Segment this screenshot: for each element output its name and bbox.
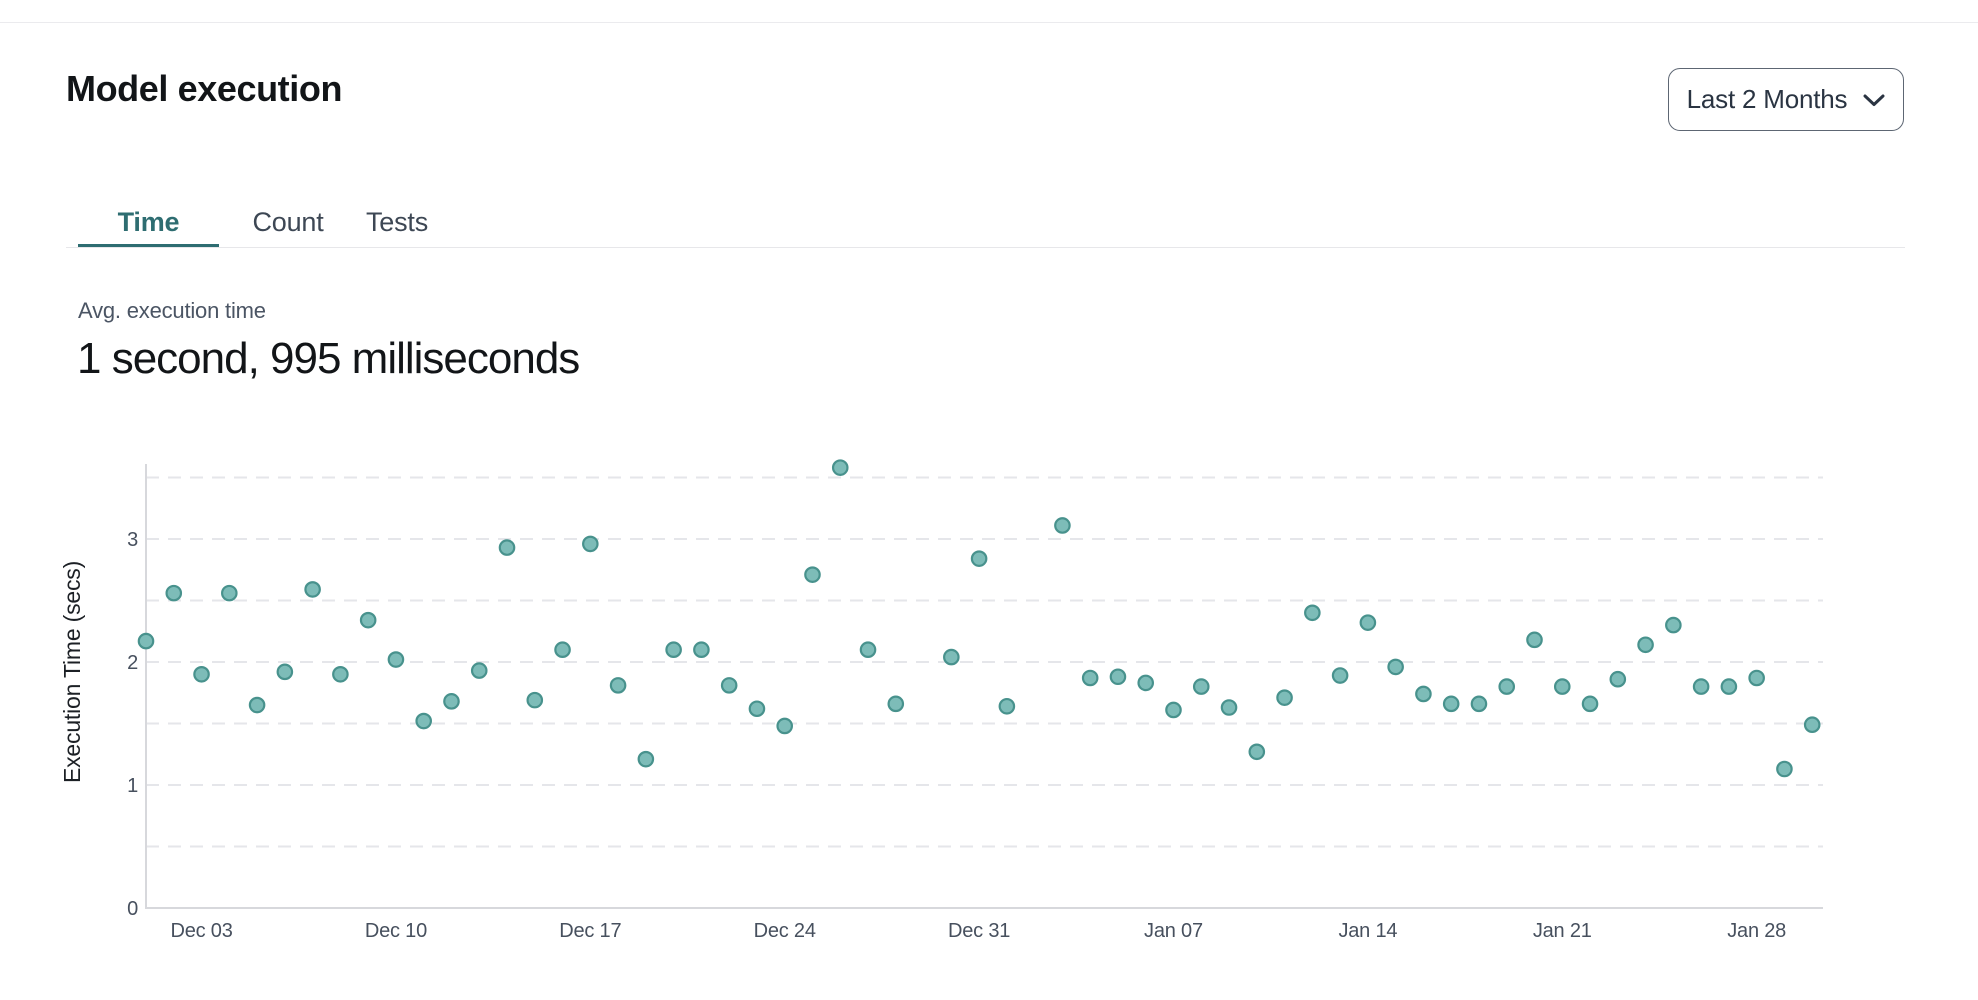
data-point[interactable] [1748,669,1765,687]
data-point[interactable] [1442,695,1460,713]
y-axis-title: Execution Time (secs) [59,561,85,783]
data-point[interactable] [943,648,960,666]
data-point[interactable] [1331,667,1349,684]
data-point[interactable] [582,535,599,553]
data-point[interactable] [137,632,155,650]
data-point[interactable] [387,651,405,668]
x-tick-label: Dec 24 [754,920,816,942]
data-point[interactable] [1803,716,1821,734]
data-point[interactable] [1470,695,1488,713]
x-tick-label: Jan 21 [1533,920,1592,942]
execution-time-chart: 0 1 2 3 Dec 03 Dec 10 Dec 17 Dec 24 Dec 31 Jan 07… [0,430,1978,975]
data-point[interactable] [1553,678,1571,695]
data-point[interactable] [1776,760,1793,778]
x-tick-label: Jan 07 [1144,920,1203,942]
kpi-label: Avg. execution time [78,298,266,323]
data-point[interactable] [665,641,682,658]
data-point[interactable] [720,677,738,694]
data-point[interactable] [1359,614,1377,631]
data-point[interactable] [1109,668,1127,686]
data-point[interactable] [165,584,183,602]
data-point[interactable] [887,695,905,713]
data-point[interactable] [1220,699,1238,716]
data-point[interactable] [1165,701,1182,719]
data-point[interactable] [970,550,988,567]
data-point[interactable] [1609,670,1627,688]
data-point[interactable] [1387,658,1404,676]
data-point[interactable] [804,566,821,583]
data-point[interactable] [1637,636,1654,654]
data-point[interactable] [1054,517,1071,534]
data-point[interactable] [1276,689,1293,706]
data-point[interactable] [526,691,544,709]
x-tick-label: Dec 17 [559,920,621,942]
data-point[interactable] [1498,678,1516,695]
data-point[interactable] [1415,685,1432,703]
y-tick-label: 3 [127,529,138,551]
data-point[interactable] [1137,674,1155,692]
x-tick-label: Dec 03 [170,920,232,942]
data-point[interactable] [498,539,516,556]
data-point[interactable] [443,693,460,710]
tab-tests[interactable]: Tests [365,207,429,237]
data-point[interactable] [554,641,571,658]
data-point[interactable] [1081,669,1099,687]
data-point[interactable] [221,584,238,602]
tab-time[interactable]: Time [78,196,219,248]
tab-count[interactable]: Count [252,207,324,237]
data-point[interactable] [609,677,627,694]
data-point[interactable] [1304,604,1321,622]
data-point[interactable] [332,666,349,683]
x-tick-label: Dec 31 [948,920,1010,942]
data-point[interactable] [1192,678,1210,695]
y-tick-label: 2 [127,652,138,674]
data-point[interactable] [748,700,766,718]
data-point[interactable] [998,697,1016,715]
data-point[interactable] [276,663,294,681]
data-point[interactable] [1248,743,1266,761]
kpi-value: 1 second, 995 milliseconds [77,334,580,383]
y-tick-label: 1 [127,775,138,797]
x-tick-label: Dec 10 [365,920,427,942]
data-point[interactable] [831,459,849,476]
tabs-divider [66,246,1905,248]
data-point[interactable] [304,581,321,598]
data-point[interactable] [193,666,210,683]
y-tick-label: 0 [127,898,138,920]
top-divider [0,22,1978,23]
x-tick-label: Jan 14 [1338,920,1397,942]
data-point[interactable] [1581,695,1599,713]
data-point[interactable] [776,717,794,735]
data-point[interactable] [415,712,432,730]
data-point[interactable] [359,611,377,629]
data-point[interactable] [693,641,710,658]
chevron-down-icon [1863,92,1885,107]
data-point[interactable] [248,696,266,714]
data-point[interactable] [1526,631,1543,649]
data-point[interactable] [637,750,655,768]
date-range-label: Last 2 Months [1686,84,1848,114]
x-tick-label: Jan 28 [1727,920,1786,942]
data-point[interactable] [1692,678,1710,695]
axis-lines [145,464,1823,909]
data-point[interactable] [470,662,488,679]
date-range-dropdown[interactable]: Last 2 Months [1668,68,1904,131]
page-title: Model execution [66,68,343,109]
data-point[interactable] [859,641,877,658]
data-point[interactable] [1720,678,1738,695]
chart-svg: 0 1 2 3 Dec 03 Dec 10 Dec 17 Dec 24 Dec 31 Jan 07… [59,459,1823,942]
data-point[interactable] [1665,616,1682,634]
